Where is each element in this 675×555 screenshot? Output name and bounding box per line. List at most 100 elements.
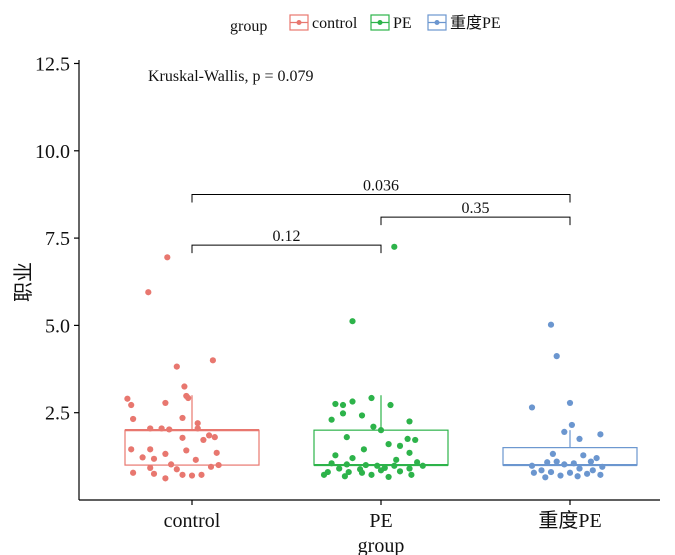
data-point xyxy=(185,394,192,402)
data-point xyxy=(147,464,154,471)
legend-entry-1: PE xyxy=(370,14,412,32)
data-point xyxy=(200,436,207,444)
legend-label: 重度PE xyxy=(450,14,501,32)
data-point xyxy=(377,427,385,434)
data-point xyxy=(368,394,375,402)
legend-items: control PE 重度PE xyxy=(289,14,501,32)
data-point xyxy=(374,462,381,469)
data-point xyxy=(599,463,606,470)
data-point xyxy=(173,466,180,473)
data-point xyxy=(343,434,350,441)
data-point xyxy=(192,456,199,463)
box-0 xyxy=(124,395,260,466)
data-point xyxy=(328,460,335,467)
data-point xyxy=(547,321,555,328)
data-point xyxy=(419,462,426,469)
data-point xyxy=(561,428,568,436)
data-point xyxy=(206,432,213,439)
data-point xyxy=(396,442,404,449)
data-point xyxy=(194,420,201,427)
data-point xyxy=(553,353,560,360)
comparison-bracket xyxy=(191,244,382,254)
data-point xyxy=(349,454,356,462)
data-point xyxy=(339,401,347,409)
data-point xyxy=(179,414,186,422)
data-point xyxy=(358,412,366,419)
box-body xyxy=(124,429,260,466)
legend-key-point xyxy=(296,20,302,25)
data-point xyxy=(213,449,220,456)
boxes xyxy=(124,395,638,467)
legend-label: control xyxy=(312,15,358,32)
legend: group control PE 重度PE xyxy=(230,14,501,35)
data-point xyxy=(173,363,180,370)
data-point xyxy=(576,465,583,472)
data-point xyxy=(179,434,186,441)
comparison-brackets: 0.12 0.35 0.036 xyxy=(191,177,571,254)
data-point xyxy=(368,471,375,478)
data-point xyxy=(561,461,568,468)
data-point xyxy=(547,468,555,476)
data-point xyxy=(345,468,352,476)
y-ticks: 2.5 5.0 7.5 10.0 12.5 xyxy=(35,53,79,425)
data-point xyxy=(124,395,131,402)
data-point xyxy=(370,423,377,430)
legend-entry-0: control xyxy=(289,14,358,32)
data-point xyxy=(587,458,595,465)
data-point xyxy=(414,459,421,466)
data-point xyxy=(406,465,413,472)
comparison-bracket xyxy=(191,193,571,203)
data-point xyxy=(358,469,366,476)
data-point xyxy=(391,462,398,469)
data-point xyxy=(360,446,367,453)
data-point xyxy=(576,435,583,442)
data-point xyxy=(362,461,369,469)
data-point xyxy=(181,383,188,390)
data-point xyxy=(580,452,587,459)
x-axis-label: group xyxy=(358,535,405,555)
data-point xyxy=(385,473,392,481)
data-point xyxy=(328,416,335,423)
box-body xyxy=(502,447,638,466)
x-tick-label: PE xyxy=(369,510,392,532)
data-point xyxy=(128,446,135,453)
data-point xyxy=(528,404,536,411)
data-point xyxy=(162,399,169,407)
data-point xyxy=(530,469,538,476)
data-point xyxy=(336,465,343,472)
data-point xyxy=(139,454,146,461)
data-point xyxy=(566,399,574,407)
legend-label: PE xyxy=(393,15,412,32)
data-point xyxy=(188,472,196,479)
y-tick-label: 7.5 xyxy=(45,228,70,250)
data-point xyxy=(597,471,604,478)
data-point xyxy=(570,460,577,467)
x-tick-label: 重度PE xyxy=(538,509,601,532)
data-point xyxy=(150,455,158,462)
y-tick-label: 12.5 xyxy=(35,53,70,75)
data-point xyxy=(128,401,135,409)
data-point xyxy=(211,434,218,441)
x-tick-label: control xyxy=(164,510,221,532)
y-axis-label: 职业 xyxy=(12,262,35,302)
data-point xyxy=(162,450,169,458)
data-point xyxy=(147,446,154,453)
data-point xyxy=(198,471,205,478)
data-point xyxy=(396,468,404,475)
y-tick-label: 2.5 xyxy=(45,403,70,425)
data-point xyxy=(349,318,356,325)
data-point xyxy=(593,454,600,462)
data-point xyxy=(538,467,545,474)
data-point xyxy=(320,471,328,478)
legend-key-point xyxy=(434,20,440,25)
data-point xyxy=(209,357,216,364)
data-point xyxy=(147,425,154,432)
data-point xyxy=(553,458,560,465)
y-tick-label: 10.0 xyxy=(35,141,70,163)
data-point xyxy=(158,425,165,432)
kruskal-annotation: Kruskal-Wallis, p = 0.079 xyxy=(148,68,314,85)
data-point xyxy=(215,461,222,469)
data-point xyxy=(412,436,419,444)
comparison-p-value: 0.35 xyxy=(462,200,490,217)
